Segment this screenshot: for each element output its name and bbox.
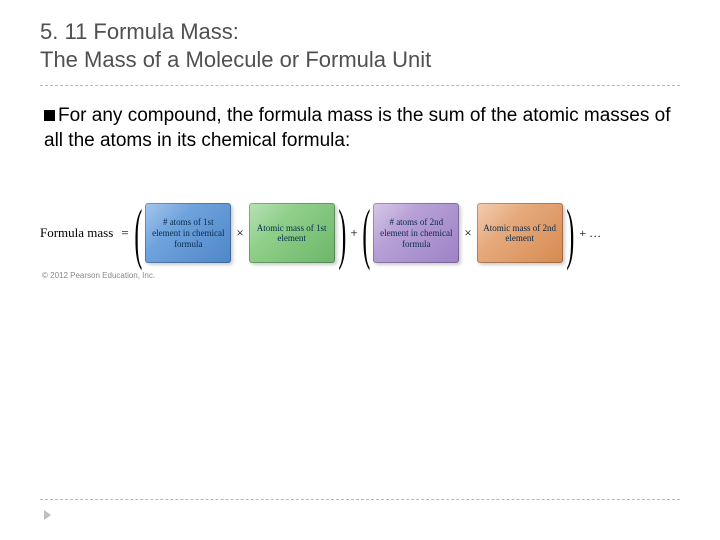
formula-equation: Formula mass = ( # atoms of 1st element … [40, 203, 680, 263]
formula-label: Formula mass [40, 225, 113, 241]
tile-mass-1st: Atomic mass of 1st element [249, 203, 335, 263]
left-paren-1: ( [134, 206, 142, 260]
equals-sign: = [121, 225, 128, 241]
tile-text: # atoms of 2nd element in chemical formu… [377, 217, 455, 249]
title-divider [40, 85, 680, 86]
bottom-divider [40, 499, 680, 500]
tile-atoms-1st: # atoms of 1st element in chemical formu… [145, 203, 231, 263]
corner-arrow-icon [44, 510, 51, 520]
plus-ellipsis: + … [579, 226, 601, 241]
title-line-2: The Mass of a Molecule or Formula Unit [40, 46, 680, 74]
plus-1: + [350, 225, 357, 241]
tile-atoms-2nd: # atoms of 2nd element in chemical formu… [373, 203, 459, 263]
right-paren-1: ) [338, 206, 346, 260]
tile-mass-2nd: Atomic mass of 2nd element [477, 203, 563, 263]
bullet-icon [44, 110, 55, 121]
right-paren-2: ) [566, 206, 574, 260]
times-2: × [464, 225, 471, 241]
slide-title: 5. 11 Formula Mass: The Mass of a Molecu… [40, 18, 680, 83]
copyright-text: © 2012 Pearson Education, Inc. [42, 271, 680, 280]
title-line-1: 5. 11 Formula Mass: [40, 18, 680, 46]
tile-text: Atomic mass of 2nd element [481, 223, 559, 245]
body-text: For any compound, the formula mass is th… [44, 105, 670, 151]
body-paragraph: For any compound, the formula mass is th… [40, 104, 680, 153]
tile-text: # atoms of 1st element in chemical formu… [149, 217, 227, 249]
tile-text: Atomic mass of 1st element [253, 223, 331, 245]
left-paren-2: ( [362, 206, 370, 260]
times-1: × [236, 225, 243, 241]
slide: 5. 11 Formula Mass: The Mass of a Molecu… [0, 0, 720, 540]
